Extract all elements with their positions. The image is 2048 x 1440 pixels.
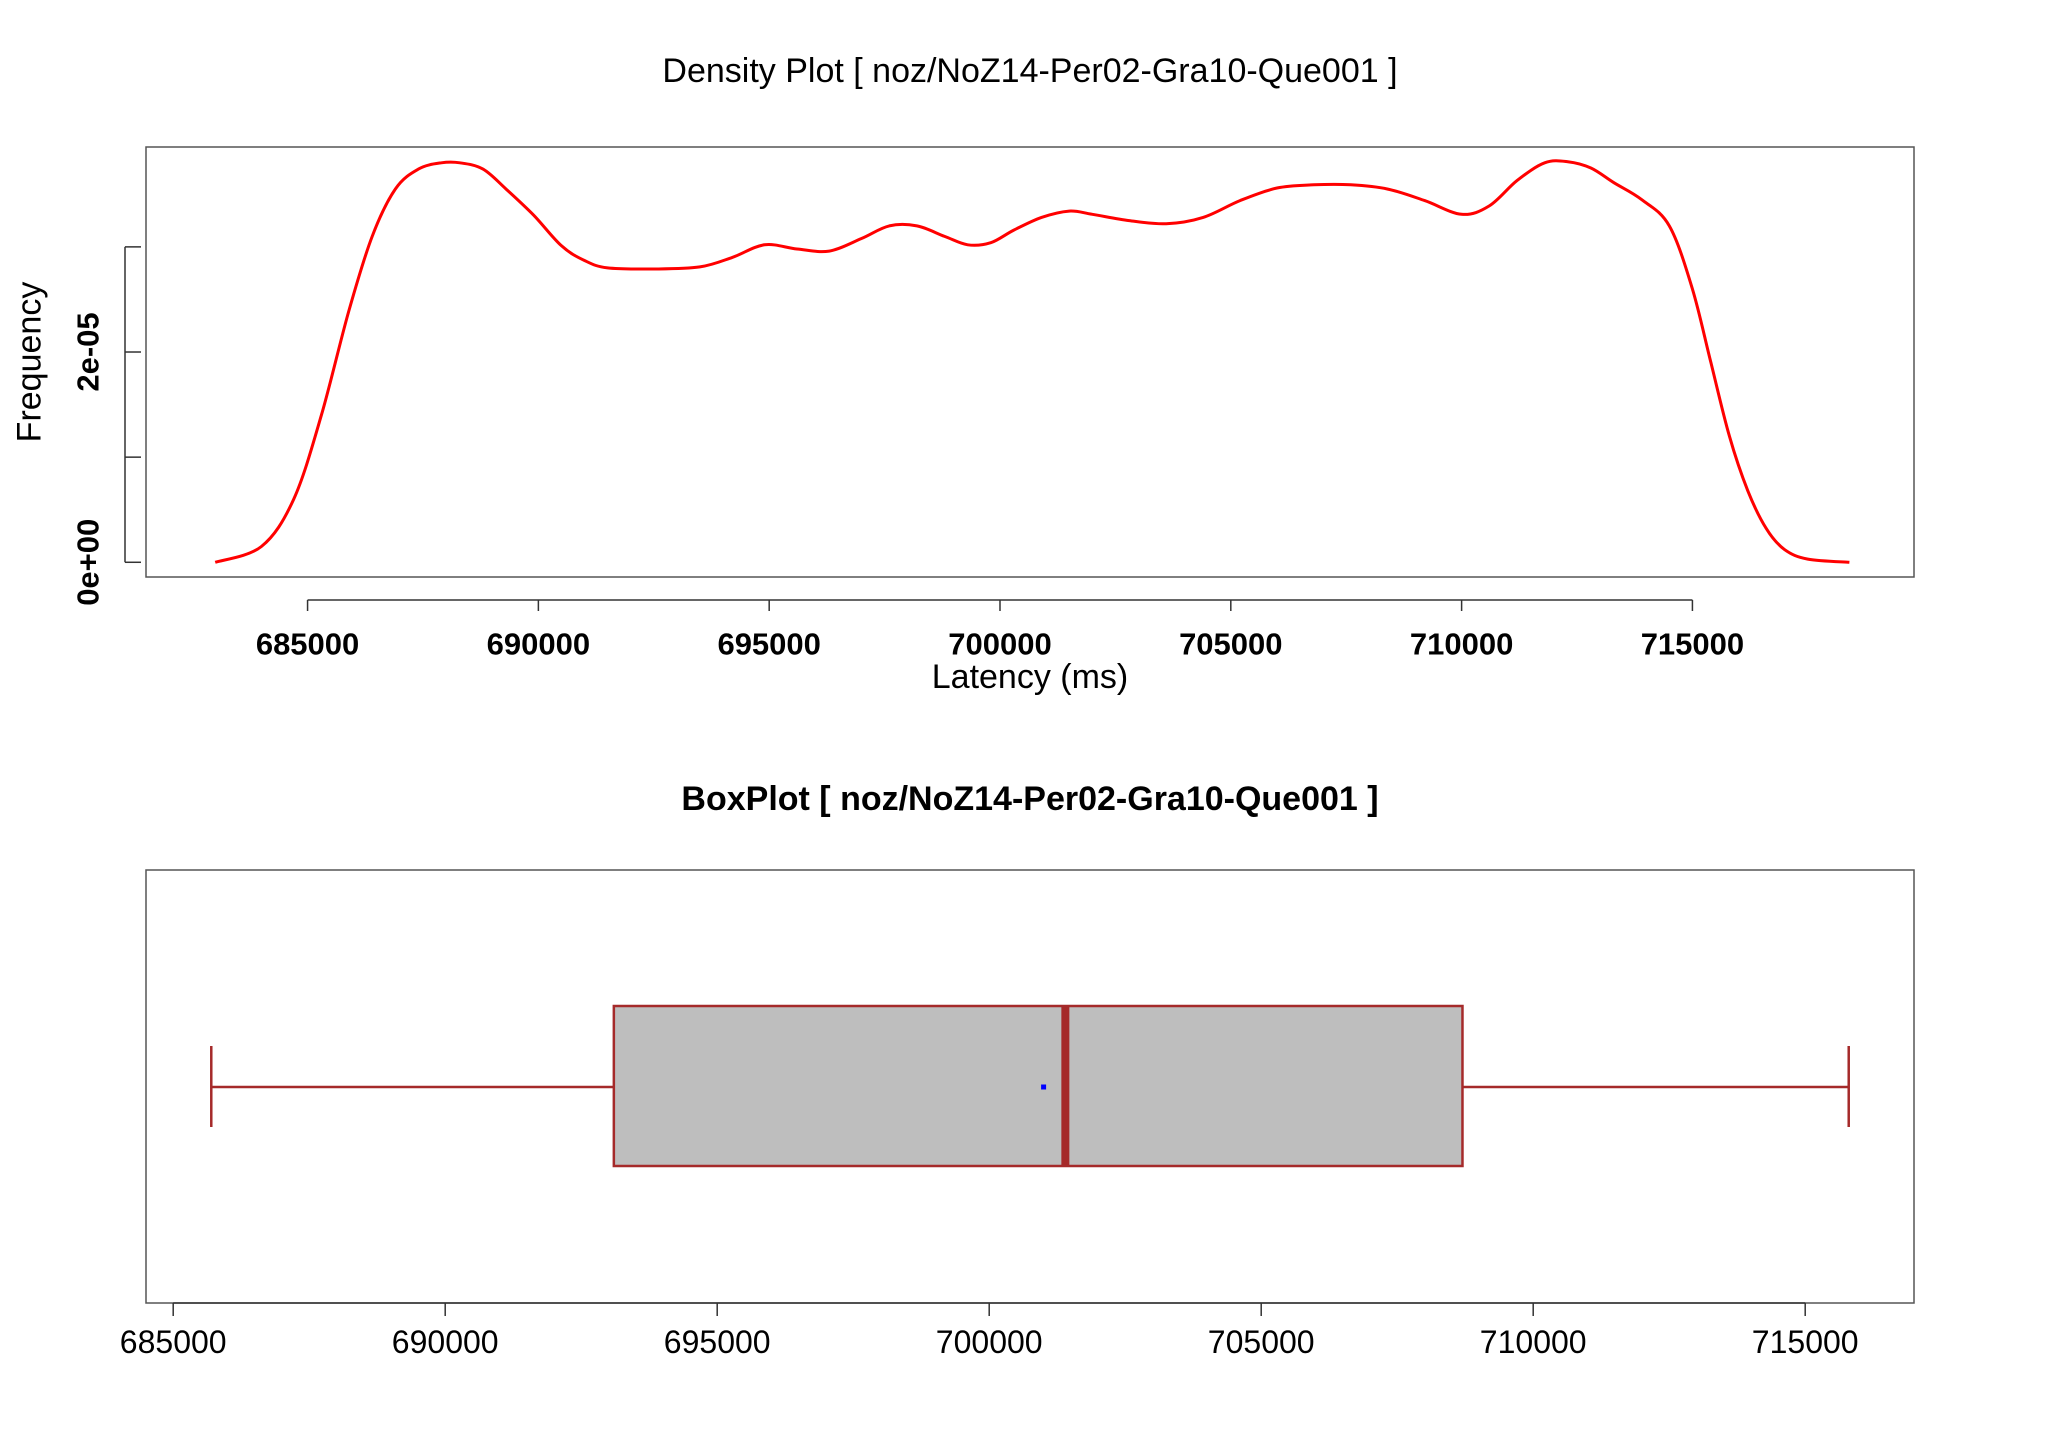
box-x-tick-label: 710000: [1480, 1324, 1587, 1360]
density-x-tick-label: 690000: [487, 626, 590, 661]
box-x-tick-label: 700000: [936, 1324, 1043, 1360]
density-y-tick-label: 0e+00: [71, 519, 106, 606]
box-x-tick-label: 705000: [1208, 1324, 1315, 1360]
box-x-tick-label: 695000: [664, 1324, 771, 1360]
box-plot: 685000 690000 695000 700000 705000 710000 7150…: [120, 869, 1915, 1360]
density-plot-frame: [145, 146, 1915, 578]
density-plot-title: Density Plot [ noz/NoZ14-Per02-Gra10-Que…: [662, 52, 1398, 90]
density-x-tick-label: 705000: [1179, 626, 1282, 661]
box-x-tick-label: 690000: [392, 1324, 499, 1360]
box-iqr: [612, 1004, 1464, 1168]
density-x-axis-label: Latency (ms): [931, 658, 1129, 696]
density-x-tick-label: 685000: [256, 626, 359, 661]
density-y-tick-label: 2e-05: [71, 312, 106, 391]
box-x-tick-label: 715000: [1752, 1324, 1859, 1360]
density-plot: 685000 690000 695000 700000 705000 710000 7150…: [71, 146, 1915, 661]
density-x-tick-label: 715000: [1641, 626, 1744, 661]
density-x-tick-label: 700000: [948, 626, 1051, 661]
box-mean-marker: [1041, 1084, 1047, 1090]
density-curve: [214, 159, 1850, 564]
density-x-tick-label: 695000: [717, 626, 820, 661]
box-x-tick-label: 685000: [120, 1324, 227, 1360]
density-x-tick-label: 710000: [1410, 626, 1513, 661]
box-plot-title: BoxPlot [ noz/NoZ14-Per02-Gra10-Que001 ]: [681, 780, 1379, 818]
